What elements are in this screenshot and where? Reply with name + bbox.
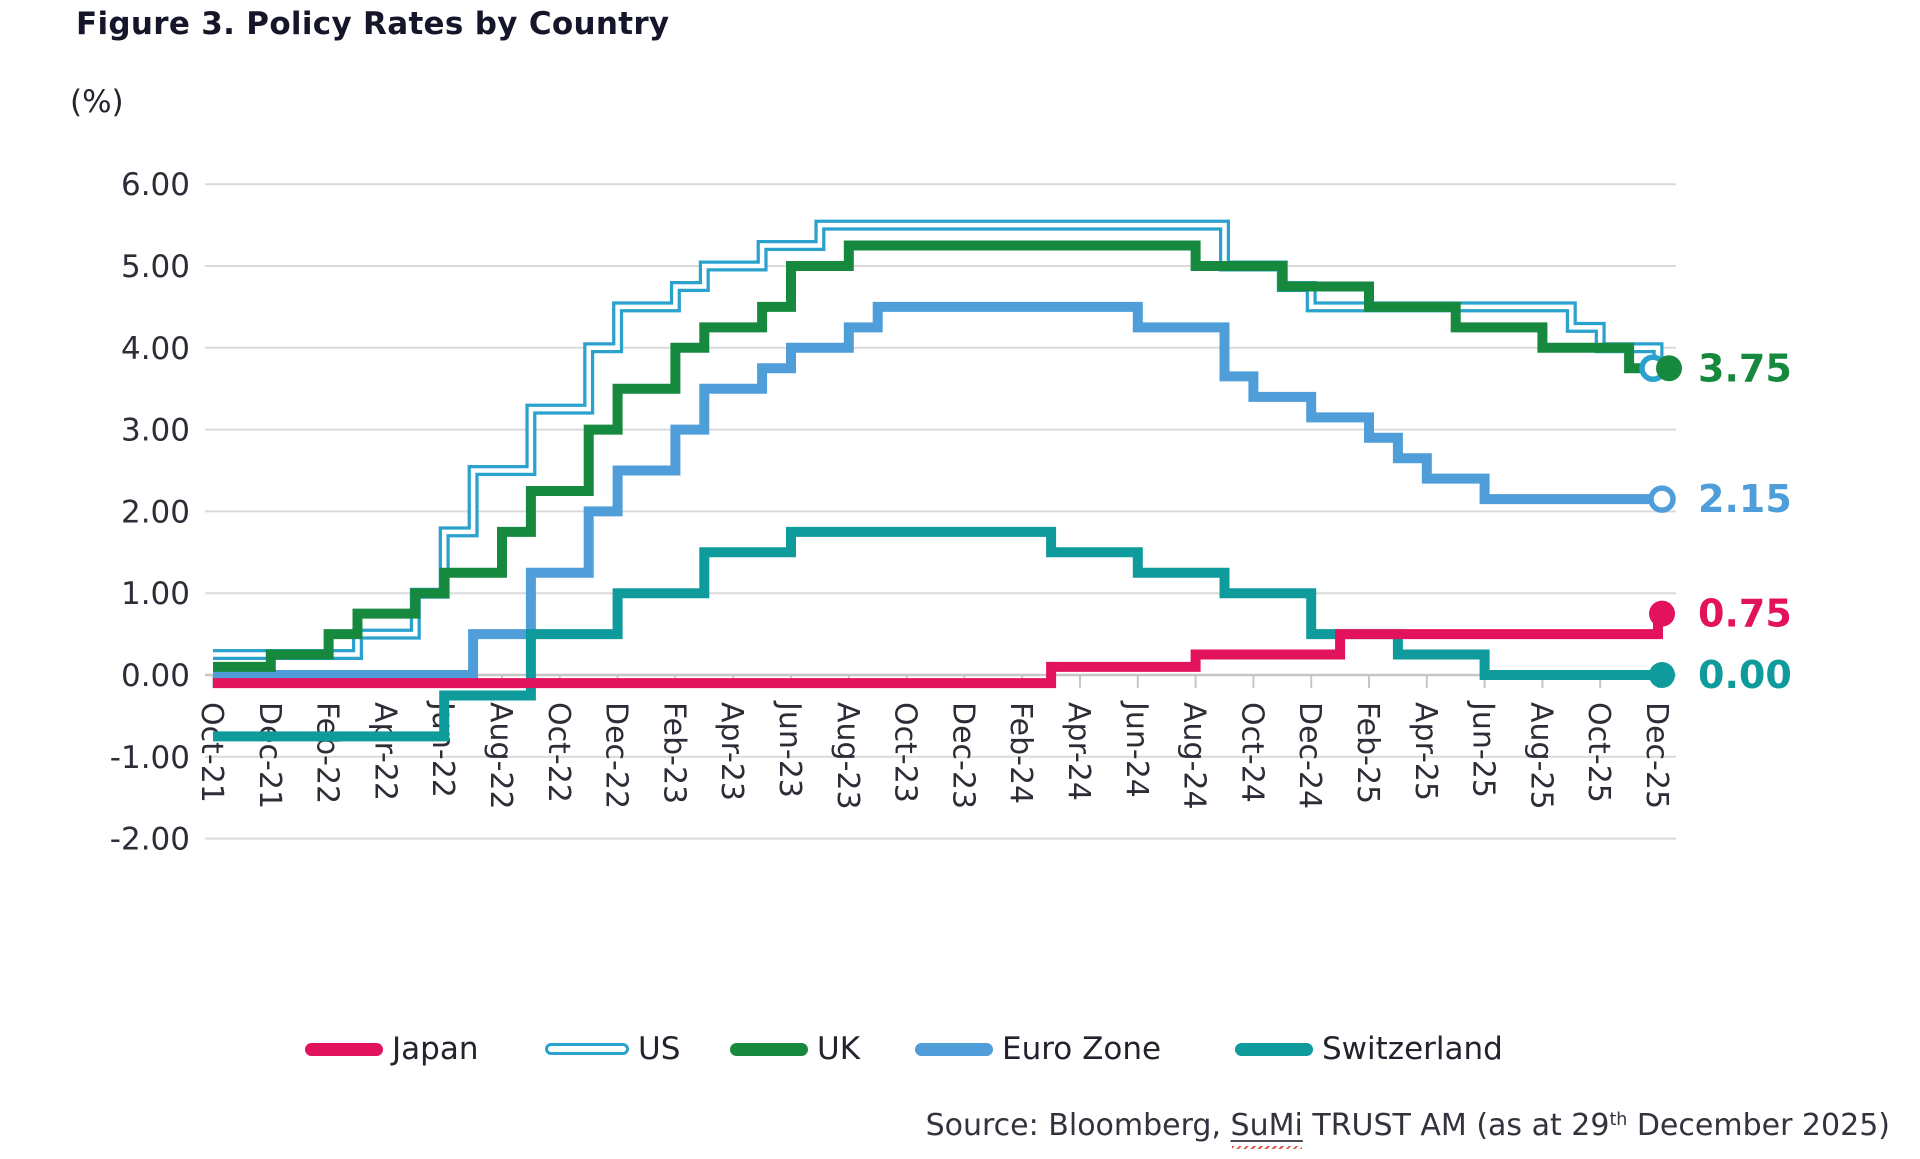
- y-tick-label: 3.00: [121, 413, 190, 449]
- y-tick-label: 4.00: [121, 331, 190, 367]
- legend-label-us: US: [638, 1031, 681, 1067]
- series-line-japan: [213, 613, 1663, 689]
- end-marker-switzerland: [1649, 662, 1675, 688]
- legend-item-euro-zone: Euro Zone: [915, 1026, 1161, 1072]
- source-brand-sumi: SuMi: [1230, 1108, 1303, 1143]
- end-value-label-3-75: 3.75: [1698, 346, 1792, 390]
- source-text-suffix: December 2025): [1627, 1108, 1890, 1143]
- series-line-euro-zone: [213, 301, 1658, 680]
- x-tick-label: Aug-23: [830, 702, 865, 810]
- y-axis-unit-label: (%): [70, 84, 124, 120]
- legend-item-japan: Japan: [305, 1026, 478, 1072]
- x-tick-label: Jun-24: [1119, 700, 1154, 798]
- end-value-label-0-75: 0.75: [1698, 592, 1792, 636]
- x-tick-label: Aug-24: [1177, 702, 1212, 810]
- x-tick-label: Aug-22: [483, 702, 518, 810]
- x-tick-label: Apr-23: [714, 702, 749, 801]
- end-value-label-2-15: 2.15: [1698, 477, 1792, 521]
- legend-swatch-euro-zone: [915, 1042, 993, 1056]
- legend-label-euro-zone: Euro Zone: [1002, 1031, 1162, 1067]
- end-marker-euro-zone: [1648, 485, 1676, 513]
- x-tick-label: Dec-24: [1292, 702, 1327, 809]
- legend-label-switzerland: Switzerland: [1322, 1031, 1503, 1067]
- source-text: Source: Bloomberg,: [925, 1108, 1231, 1143]
- y-tick-label: 5.00: [121, 249, 190, 285]
- legend: Japan US UK Euro Zone Switzerland: [0, 1026, 1920, 1072]
- y-tick-label: 1.00: [121, 576, 190, 612]
- x-tick-label: Oct-21: [194, 702, 229, 803]
- x-axis-labels: Oct-21 Dec-21 Feb-22 Apr-22 Jun-22 Aug-22 Oct-…: [194, 700, 1674, 810]
- end-marker-japan: [1649, 600, 1675, 627]
- y-tick-label: -2.00: [110, 822, 190, 858]
- legend-swatch-uk: [730, 1042, 808, 1056]
- end-value-labels: 3.75 2.15 0.75 0.00: [1698, 346, 1792, 697]
- legend-item-us: US: [545, 1026, 680, 1072]
- legend-swatch-us: [545, 1043, 629, 1055]
- x-tick-label: Feb-23: [656, 702, 691, 804]
- y-tick-label: -1.00: [110, 740, 190, 776]
- x-tick-label: Apr-25: [1408, 702, 1443, 801]
- x-tick-label: Feb-25: [1350, 702, 1385, 804]
- end-marker-uk: [1656, 355, 1682, 382]
- legend-swatch-japan: [305, 1042, 383, 1056]
- x-tick-label: Dec-25: [1639, 702, 1674, 809]
- end-value-label-0-00: 0.00: [1698, 653, 1792, 697]
- x-tick-label: Jun-25: [1466, 700, 1501, 798]
- x-tick-label: Oct-23: [888, 702, 923, 803]
- legend-item-uk: UK: [730, 1026, 860, 1072]
- source-text-middle: TRUST AM (as at 29: [1302, 1108, 1610, 1143]
- legend-label-uk: UK: [817, 1031, 861, 1067]
- source-caption: Source: Bloomberg, SuMi TRUST AM (as at …: [926, 1108, 1890, 1143]
- x-tick-label: Dec-22: [599, 702, 634, 809]
- x-tick-label: Jun-23: [772, 700, 807, 798]
- x-tick-label: Oct-22: [541, 702, 576, 803]
- y-tick-label: 0.00: [121, 658, 190, 694]
- legend-label-japan: Japan: [392, 1031, 479, 1067]
- y-tick-label: 6.00: [121, 167, 190, 203]
- x-tick-label: Dec-21: [252, 702, 287, 809]
- x-tick-label: Oct-25: [1581, 702, 1616, 803]
- chart-title: Figure 3. Policy Rates by Country: [76, 6, 670, 42]
- x-tick-label: Apr-22: [367, 702, 402, 801]
- legend-item-switzerland: Switzerland: [1235, 1026, 1503, 1072]
- x-tick-label: Feb-24: [1003, 702, 1038, 804]
- x-tick-label: Oct-24: [1234, 702, 1269, 803]
- series-lines: [213, 219, 1664, 742]
- y-axis-labels: 6.00 5.00 4.00 3.00 2.00 1.00 0.00 -1.00 -2.00: [110, 167, 190, 857]
- ordinal-superscript: th: [1609, 1110, 1628, 1131]
- y-tick-label: 2.00: [121, 494, 190, 530]
- end-markers: [1639, 354, 1682, 688]
- x-tick-label: Dec-23: [945, 702, 980, 809]
- series-line-uk: [213, 240, 1658, 672]
- x-tick-label: Apr-24: [1061, 702, 1096, 801]
- legend-swatch-switzerland: [1235, 1042, 1313, 1056]
- x-tick-label: Aug-25: [1523, 702, 1558, 810]
- x-tick-label: Feb-22: [310, 702, 345, 804]
